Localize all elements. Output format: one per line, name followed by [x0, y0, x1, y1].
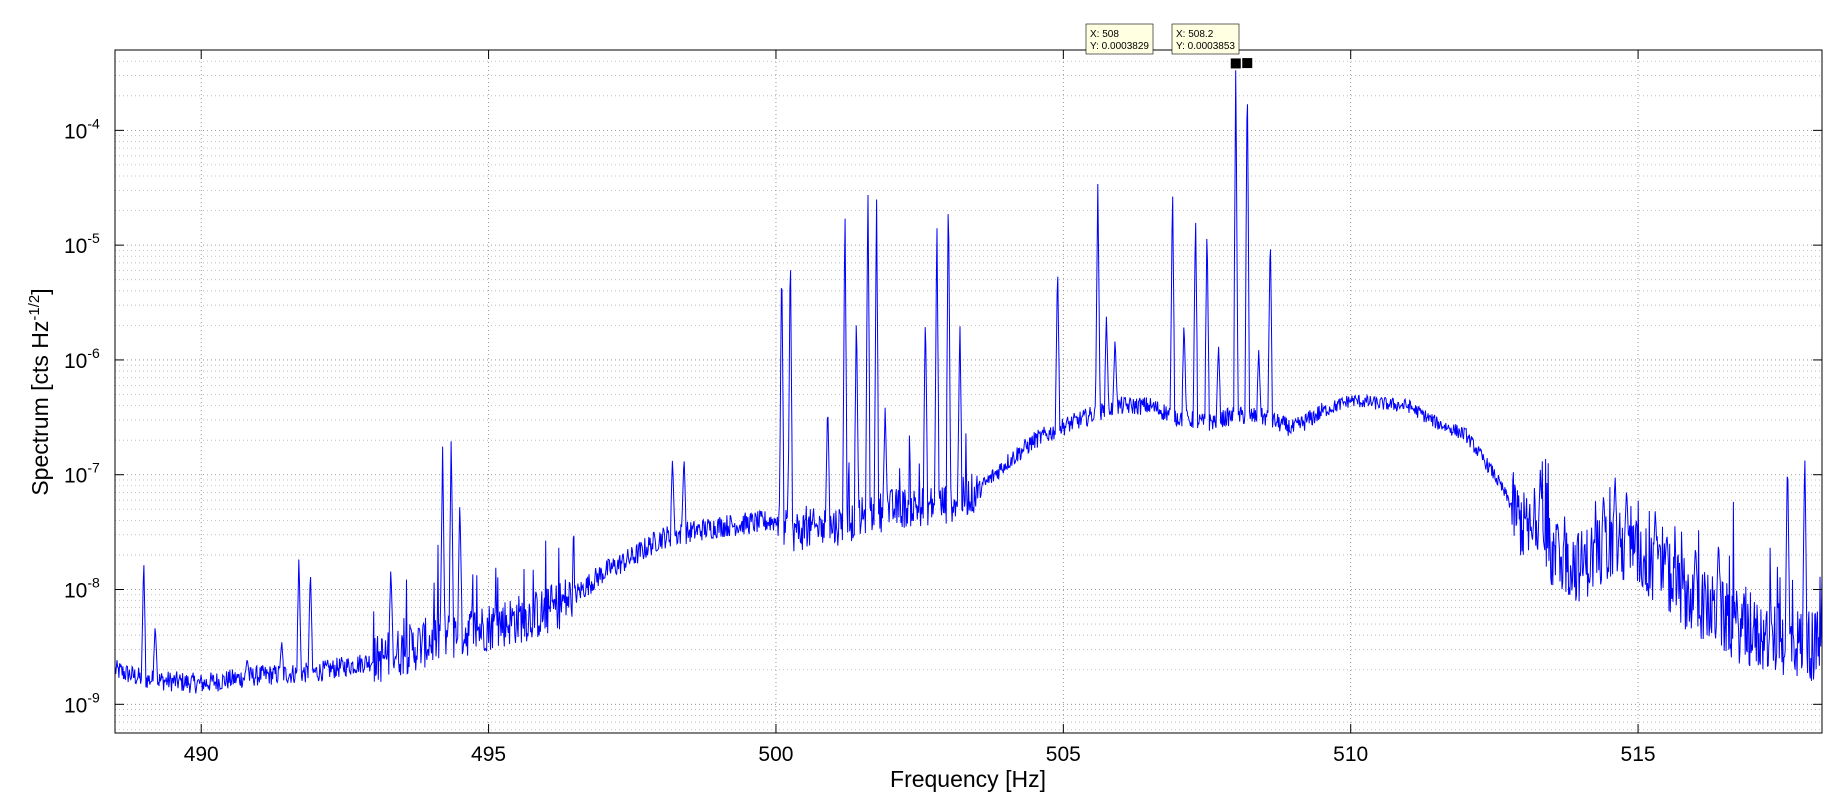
y-tick-exponent: -7 [87, 460, 100, 476]
y-axis-title-main: Spectrum [cts Hz [27, 321, 53, 496]
y-tick-label: 10-8 [64, 575, 100, 603]
x-tick-label: 500 [758, 743, 793, 766]
data-tip[interactable]: X: 508.2Y: 0.0003853 [1171, 23, 1253, 69]
y-tick-label: 10-7 [64, 460, 100, 488]
axes-frame [114, 49, 1823, 734]
y-tick-base: 10 [64, 580, 87, 603]
plot-area [115, 50, 1822, 733]
y-tick-exponent: -9 [87, 689, 100, 705]
tick-marks [115, 50, 1822, 733]
x-tick-label: 495 [471, 743, 506, 766]
y-tick-label: 10-9 [64, 689, 100, 717]
y-tick-base: 10 [64, 120, 87, 143]
data-tip-box [1171, 23, 1240, 55]
x-tick-labels: 490 495 500 505 510 515 [184, 743, 1656, 766]
x-tick-label: 505 [1046, 743, 1081, 766]
y-tick-exponent: -4 [87, 115, 100, 131]
x-tick-label: 515 [1621, 743, 1656, 766]
y-axis-title-exponent: -1/2 [26, 295, 43, 321]
y-tick-exponent: -8 [87, 575, 100, 591]
data-tip-box [1085, 23, 1154, 55]
y-tick-base: 10 [64, 465, 87, 488]
data-tip-x: X: 508.2 [1176, 29, 1214, 40]
data-tip-x: X: 508 [1090, 29, 1119, 40]
y-tick-labels: 10-910-810-710-610-510-4 [64, 115, 100, 717]
y-tick-label: 10-6 [64, 345, 100, 373]
y-axis-title: Spectrum [cts Hz-1/2] [26, 288, 53, 495]
x-tick-label: 490 [184, 743, 219, 766]
data-tip-y: Y: 0.0003853 [1176, 41, 1235, 52]
x-tick-label: 510 [1333, 743, 1368, 766]
y-tick-exponent: -6 [87, 345, 100, 361]
y-tick-exponent: -5 [87, 230, 100, 246]
y-tick-base: 10 [64, 694, 87, 717]
y-tick-base: 10 [64, 350, 87, 373]
data-tip-marker[interactable] [1230, 58, 1241, 69]
y-tick-base: 10 [64, 235, 87, 258]
data-tip-y: Y: 0.0003829 [1090, 41, 1149, 52]
y-tick-label: 10-5 [64, 230, 100, 258]
data-tip-marker[interactable] [1242, 58, 1253, 69]
spectrum-series-line [115, 70, 1822, 694]
y-axis-title-close: ] [27, 288, 53, 294]
major-gridlines [115, 50, 1822, 733]
y-tick-label: 10-4 [64, 115, 100, 143]
minor-gridlines [115, 49, 1822, 731]
x-axis-title: Frequency [Hz] [890, 766, 1046, 792]
